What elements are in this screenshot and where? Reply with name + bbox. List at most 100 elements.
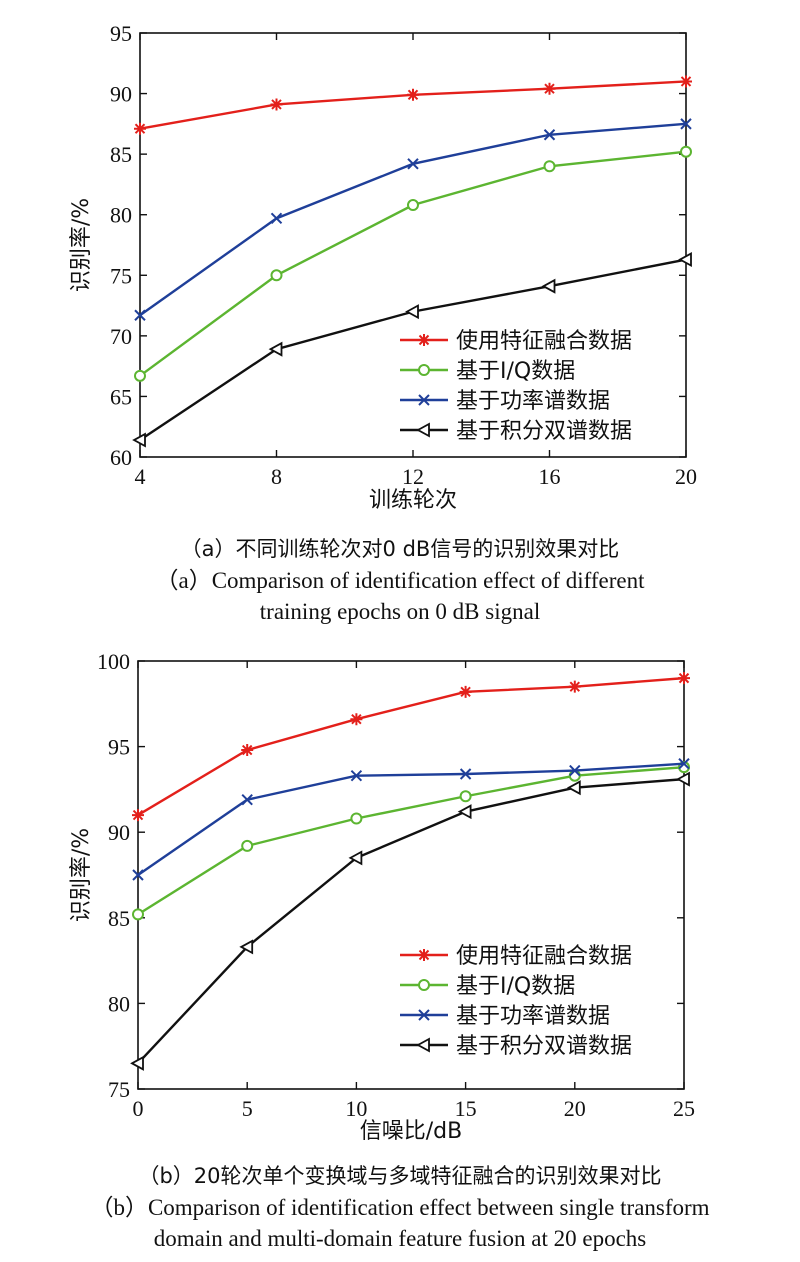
- chart-b-legend-label-2: 基于功率谱数据: [456, 1004, 610, 1029]
- chart-b-series-2-point: [241, 793, 253, 806]
- chart-b-series-0-point: [132, 809, 144, 822]
- chart-a-series-line-0: [139, 80, 687, 130]
- chart-b-series-1-point: [350, 812, 363, 825]
- chart-b-ytick-label: 100: [97, 649, 130, 674]
- chart-a-series-3-point: [268, 341, 283, 357]
- chart-a-ytick-label: 60: [110, 445, 132, 470]
- chart-a-legend-marker-3: [416, 422, 430, 438]
- chart-b-ytick-label: 85: [108, 906, 130, 931]
- caption-a-english-line1: （a）Comparison of identification effect o…: [155, 568, 645, 593]
- chart-b-series-0-point: [678, 672, 690, 685]
- caption-b-chinese: （b）20轮次单个变换域与多域特征融合的识别效果对比: [138, 1164, 662, 1188]
- chart-a-legend-label-2: 基于功率谱数据: [456, 389, 610, 414]
- chart-b-xtick-label: 0: [133, 1096, 144, 1121]
- chart-a-xtick-label: 16: [539, 464, 561, 489]
- chart-b-x-axis-label: 信噪比/dB: [360, 1119, 462, 1144]
- chart-b-series-3-point: [676, 771, 690, 787]
- chart-b-series-0-point: [350, 713, 363, 726]
- caption-a-english-line2: training epochs on 0 dB signal: [259, 599, 541, 624]
- chart-a-ytick-label: 80: [110, 203, 132, 228]
- chart-b-series-0-point: [459, 685, 472, 698]
- chart-a-series-2-point: [134, 309, 146, 321]
- chart-a-series-2-point: [543, 129, 556, 141]
- chart-b-series-0-point: [241, 744, 254, 757]
- chart-a-legend-label-1: 基于I/Q数据: [456, 359, 575, 384]
- chart-b-ytick-label: 75: [108, 1077, 130, 1102]
- chart-b-xtick-label: 10: [345, 1096, 367, 1121]
- chart-a-series-1-point: [680, 145, 692, 158]
- chart-a-ytick-label: 75: [110, 263, 132, 288]
- chart-b-series-3-point: [239, 939, 254, 955]
- chart-a-series-3-point: [541, 278, 556, 294]
- chart-a-ytick-label: 95: [110, 21, 132, 46]
- chart-b-series-2-point: [569, 764, 581, 777]
- chart-a-xtick-label: 4: [135, 464, 146, 489]
- caption-a-chinese: （a）不同训练轮次对0 dB信号的识别效果对比: [180, 537, 620, 561]
- chart-a-xtick-label: 8: [271, 464, 282, 489]
- chart-a-series-3-point: [678, 252, 692, 268]
- chart-b-legend-marker-0: [418, 949, 430, 961]
- chart-b-legend-marker-2: [418, 1009, 430, 1021]
- chart-a-series-2-point: [407, 158, 419, 170]
- chart-b-series-0-point: [568, 680, 581, 693]
- chart-a-series-0-point: [680, 75, 692, 88]
- chart-a-series-1-point: [270, 269, 283, 282]
- chart-a-xtick-label: 12: [402, 464, 424, 489]
- chart-b-series-2-point: [350, 769, 363, 782]
- chart-b-series-3-point: [457, 804, 472, 820]
- chart-b-legend-marker-1: [418, 979, 430, 991]
- chart-b-series-line-0: [137, 676, 685, 817]
- chart-b-series-3-point: [348, 850, 363, 866]
- chart-b-ytick-label: 80: [108, 991, 130, 1016]
- chart-a-ytick-label: 65: [110, 384, 132, 409]
- chart-a-legend-marker-2: [418, 394, 430, 406]
- chart-a-series-3-point: [132, 432, 146, 448]
- chart-a-y-axis-label: 识别率/%: [69, 198, 94, 292]
- chart-b-xtick-label: 15: [455, 1096, 477, 1121]
- chart-a-epochs: 4 8 12 16 20 60 65 70 75 80 85 90 95 训练轮次 识别率/% 使用特征融合数…: [69, 21, 697, 513]
- chart-b-series-3-point: [130, 1055, 144, 1071]
- chart-b-ytick-label: 90: [108, 820, 130, 845]
- chart-b-xtick-label: 25: [673, 1096, 695, 1121]
- chart-a-legend-label-3: 基于积分双谱数据: [456, 419, 632, 444]
- chart-b-legend-marker-3: [416, 1037, 430, 1053]
- chart-b-snr: 0 5 10 15 20 25 75 80 85 90 95 100 信噪比/dB 识别率/% 使用特征融合…: [69, 649, 695, 1144]
- chart-a-legend-label-0: 使用特征融合数据: [456, 329, 632, 354]
- chart-b-series-2-point: [459, 768, 472, 780]
- chart-b-series-1-point: [132, 908, 144, 921]
- chart-b-legend-label-3: 基于积分双谱数据: [456, 1034, 632, 1059]
- chart-b-legend-label-0: 使用特征融合数据: [456, 944, 632, 969]
- chart-a-series-2-point: [270, 212, 283, 225]
- chart-b-series-line-1: [137, 765, 685, 916]
- chart-a-series-3-point: [405, 304, 419, 320]
- chart-b-series-1-point: [459, 790, 472, 803]
- chart-a-series-1-point: [407, 199, 419, 212]
- caption-b-english-line1: （b）Comparison of identification effect b…: [90, 1195, 710, 1220]
- chart-b-series-2-point: [132, 869, 144, 881]
- chart-b-series-line-2: [137, 762, 685, 876]
- chart-a-xtick-label: 20: [675, 464, 697, 489]
- chart-b-legend-label-1: 基于I/Q数据: [456, 974, 575, 999]
- chart-a-x-axis-label: 训练轮次: [369, 488, 457, 513]
- chart-a-series-1-point: [134, 369, 146, 382]
- chart-a-ytick-label: 85: [110, 142, 132, 167]
- chart-a-legend-marker-0: [418, 334, 430, 346]
- chart-a-series-0-point: [270, 98, 283, 111]
- chart-b-xtick-label: 5: [242, 1096, 253, 1121]
- chart-a-series-2-point: [680, 118, 692, 130]
- chart-a-series-0-point: [407, 88, 419, 101]
- chart-a-legend-marker-1: [418, 364, 430, 376]
- chart-b-series-1-point: [568, 769, 581, 782]
- chart-b-ytick-label: 95: [108, 735, 130, 760]
- chart-b-series-2-point: [678, 758, 690, 770]
- chart-b-series-3-point: [566, 780, 581, 796]
- chart-a-ytick-label: 70: [110, 324, 132, 349]
- caption-b-english-line2: domain and multi-domain feature fusion a…: [153, 1226, 647, 1251]
- chart-a-ytick-label: 90: [110, 82, 132, 107]
- chart-b-xtick-label: 20: [564, 1096, 586, 1121]
- chart-b-y-axis-label: 识别率/%: [69, 828, 94, 922]
- chart-b-series-line-3: [137, 777, 685, 1065]
- chart-a-series-line-2: [139, 122, 687, 317]
- chart-a-series-0-point: [134, 122, 146, 135]
